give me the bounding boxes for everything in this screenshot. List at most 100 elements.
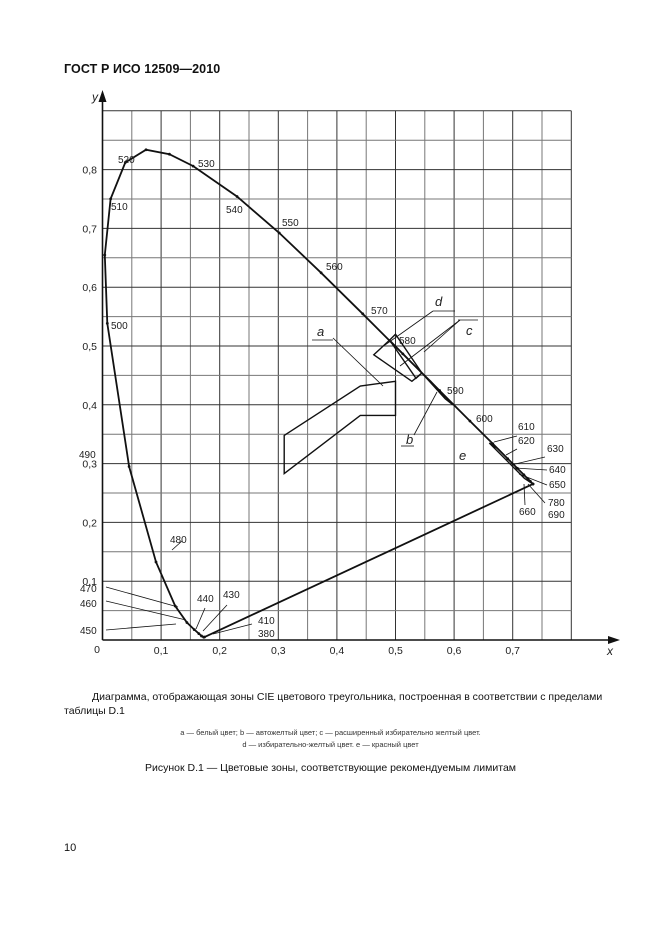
wavelength-label: 410 (258, 616, 275, 627)
wavelength-marker (528, 479, 532, 483)
wavelength-label: 630 (547, 444, 564, 455)
wavelength-label: 600 (476, 414, 493, 425)
wavelength-marker (173, 604, 177, 608)
wavelength-marker (506, 457, 510, 461)
y-tick-label: 0,7 (82, 223, 97, 235)
wavelength-marker (192, 628, 196, 631)
x-axis-arrow-icon (608, 636, 620, 644)
figure-caption: Диаграмма, отображающая зоны CIE цветово… (64, 691, 603, 717)
figure-title: Рисунок D.1 — Цветовые зоны, соответству… (144, 762, 516, 774)
y-tick-label: 0,4 (82, 400, 97, 412)
zone-label-a: a (317, 324, 324, 339)
wavelength-label: 580 (399, 336, 416, 347)
spectral-locus-curve (103, 148, 535, 639)
wavelength-label: 530 (198, 159, 215, 170)
wavelength-labels: 520 530 510 540 550 560 500 570 580 590 600 490 610 6… (79, 148, 566, 640)
wavelength-marker (491, 442, 495, 446)
wavelength-marker (235, 195, 239, 198)
wavelength-label: 380 (258, 629, 275, 640)
wavelength-label: 520 (118, 155, 135, 166)
wavelength-label: 500 (111, 321, 128, 332)
zone-d (388, 333, 423, 380)
wavelength-marker (522, 473, 526, 477)
wavelength-label: 430 (223, 590, 240, 601)
y-tick-label: 0,1 (82, 576, 97, 588)
chart-axes (98, 90, 620, 644)
wavelength-label: 540 (226, 205, 243, 216)
wavelength-marker (401, 352, 405, 356)
zone-label-d: d (435, 294, 443, 309)
wavelength-marker (468, 419, 472, 423)
wavelength-marker (191, 164, 195, 168)
wavelength-marker (185, 621, 189, 624)
wavelength-marker (127, 465, 131, 468)
zone-b (421, 372, 454, 406)
cie-chromaticity-chart: 0,1 0,2 0,3 0,4 0,5 0,6 0,7 0 0,1 0,2 0,3 0,4 0,5 0,6… (79, 90, 620, 658)
wavelength-marker (202, 635, 206, 639)
x-tick-label: 0,7 (505, 645, 520, 657)
x-tick-label: 0,6 (447, 645, 462, 657)
x-tick-label: 0,4 (330, 645, 345, 657)
x-tick-label: 0,3 (271, 645, 286, 657)
wavelength-marker (319, 271, 323, 275)
zone-labels: a b c d e (317, 294, 473, 463)
wavelength-marker (515, 466, 519, 470)
y-axis-arrow-icon (98, 90, 107, 102)
wavelength-marker (109, 197, 113, 201)
wavelength-label: 440 (197, 594, 214, 605)
color-zones (283, 333, 534, 485)
wavelength-marker (438, 389, 441, 392)
wavelength-marker (154, 560, 158, 564)
wavelength-label: 620 (518, 436, 535, 447)
wavelength-label: 560 (326, 262, 343, 273)
wavelength-marker (526, 477, 530, 481)
wavelength-marker (168, 152, 171, 156)
wavelength-marker (144, 148, 148, 152)
x-axis-label: x (606, 644, 614, 658)
wavelength-label: 480 (170, 535, 187, 546)
zone-a (283, 380, 397, 476)
wavelength-marker (200, 634, 203, 638)
y-axis-label: y (91, 90, 99, 104)
wavelength-marker (277, 231, 281, 235)
wavelength-label: 610 (518, 422, 535, 433)
wavelength-label: 570 (371, 306, 388, 317)
wavelength-marker (361, 312, 365, 316)
y-tick-label: 0,6 (82, 282, 97, 294)
page-number: 10 (64, 842, 77, 854)
x-tick-label: 0,5 (388, 645, 403, 657)
wavelength-marker (103, 253, 107, 257)
zone-label-e: e (459, 448, 466, 463)
label-leader-lines (105, 310, 548, 635)
wavelength-marker (197, 632, 201, 635)
wavelength-label: 780 (548, 498, 565, 509)
y-tick-label: 0,8 (82, 165, 97, 177)
x-tick-label: 0,2 (212, 645, 227, 657)
wavelength-label: 550 (282, 218, 299, 229)
origin-label: 0 (94, 644, 100, 656)
y-tick-label: 0,2 (82, 517, 97, 529)
wavelength-label: 640 (549, 465, 566, 476)
wavelength-label: 460 (80, 599, 97, 610)
wavelength-label: 660 (519, 507, 536, 518)
wavelength-marker (123, 161, 127, 164)
wavelength-label: 450 (80, 626, 97, 637)
zone-label-c: c (466, 323, 473, 338)
wavelength-label: 650 (549, 480, 566, 491)
wavelength-marker (105, 322, 109, 325)
wavelength-label: 470 (80, 584, 97, 595)
y-tick-label: 0,3 (82, 459, 97, 471)
legend-line-1: a — белый цвет; b — автожелтый цвет; c —… (180, 728, 481, 737)
document-header: ГОСТ Р ИСО 12509—2010 (64, 62, 221, 76)
y-tick-label: 0,5 (82, 341, 97, 353)
wavelength-label: 690 (548, 510, 565, 521)
x-tick-label: 0,1 (154, 645, 169, 657)
legend-line-2: d — избирательно-желтый цвет. e — красны… (242, 740, 419, 749)
axis-tick-labels: 0,1 0,2 0,3 0,4 0,5 0,6 0,7 0 0,1 0,2 0,3 0,4 0,5 0,6… (82, 90, 614, 658)
wavelength-label: 590 (447, 386, 464, 397)
wavelength-label: 490 (79, 450, 96, 461)
wavelength-label: 510 (111, 202, 128, 213)
wavelength-marker (531, 482, 535, 486)
zone-label-b: b (406, 432, 413, 447)
chart-grid (102, 110, 572, 641)
